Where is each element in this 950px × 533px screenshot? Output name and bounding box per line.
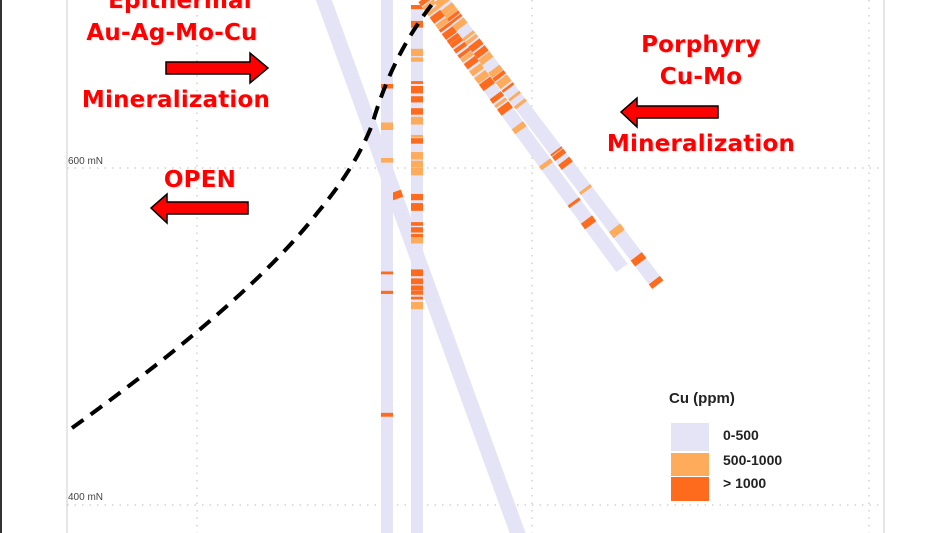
cu-interval (444, 7, 458, 19)
tick-label-600mN: 600 mN (68, 156, 104, 167)
cu-interval (501, 82, 515, 93)
cu-interval (478, 76, 495, 92)
cu-interval (429, 9, 446, 24)
cu-interval (497, 101, 513, 116)
legend-label-low: 0-500 (723, 427, 759, 443)
label-cu-mo: Cu-Mo (659, 64, 743, 90)
drill-hole (434, 0, 664, 290)
drill-hole (418, 0, 628, 273)
drill-holes (315, 0, 664, 533)
cu-interval (494, 97, 508, 109)
label-porphyry: Porphyry (641, 32, 761, 58)
cu-interval (434, 0, 451, 9)
arrow-right-icon (165, 51, 270, 85)
cu-interval (446, 10, 461, 22)
label-epithermal: Epithermal (108, 0, 252, 14)
label-open: OPEN (163, 167, 237, 193)
cu-interval (508, 90, 521, 102)
cu-interval (426, 4, 440, 17)
cu-interval (441, 25, 458, 40)
cu-interval (558, 156, 573, 170)
cu-interval (488, 64, 504, 79)
cu-interval (449, 36, 464, 49)
legend-label-mid: 500-1000 (723, 452, 783, 468)
tick-label-400mN: 400 mN (68, 492, 104, 503)
cu-interval (489, 91, 505, 104)
cu-interval (567, 197, 581, 209)
legend-swatch-low (671, 423, 709, 451)
cu-interval (513, 98, 527, 110)
cu-interval (418, 0, 431, 7)
arrow-left-icon (149, 192, 249, 225)
legend-swatch-mid (671, 453, 709, 476)
cu-interval (440, 2, 456, 16)
cu-interval (511, 121, 527, 135)
label-au-ag-mo-cu: Au-Ag-Mo-Cu (86, 20, 258, 46)
contact-dashed-line (70, 1, 435, 430)
cu-interval (473, 45, 489, 59)
cu-interval (550, 146, 563, 157)
cu-interval (457, 47, 471, 59)
cu-interval (468, 38, 484, 53)
cu-interval (469, 63, 485, 77)
legend-label-high: > 1000 (723, 475, 767, 491)
cu-interval (648, 275, 664, 289)
legend-title: Cu (ppm) (669, 390, 735, 407)
cu-interval (579, 184, 593, 196)
arrow-left-icon (619, 96, 719, 129)
cu-interval (453, 41, 468, 54)
cu-interval (438, 21, 452, 33)
cu-interval (460, 50, 475, 63)
cu-interval (630, 252, 647, 267)
cu-interval (452, 17, 468, 32)
cu-interval (449, 13, 463, 25)
cu-interval (608, 223, 625, 239)
cu-interval (463, 55, 479, 70)
cu-interval (538, 158, 553, 171)
cu-interval (492, 70, 506, 82)
label-mineralization-epithermal: Mineralization (81, 87, 271, 113)
window-edge (0, 0, 2, 533)
cu-interval (386, 189, 404, 202)
cu-interval (446, 32, 461, 45)
cu-interval (551, 148, 567, 162)
cu-interval (478, 51, 494, 66)
cu-interval (495, 74, 512, 90)
grid (66, 0, 885, 533)
label-mineralization-porphyry: Mineralization (606, 131, 796, 157)
cu-interval (462, 30, 476, 42)
cu-interval (435, 16, 450, 30)
legend-swatch-high (671, 477, 709, 501)
cu-interval (474, 69, 490, 85)
cu-interval (464, 33, 479, 46)
cu-interval (580, 215, 597, 230)
